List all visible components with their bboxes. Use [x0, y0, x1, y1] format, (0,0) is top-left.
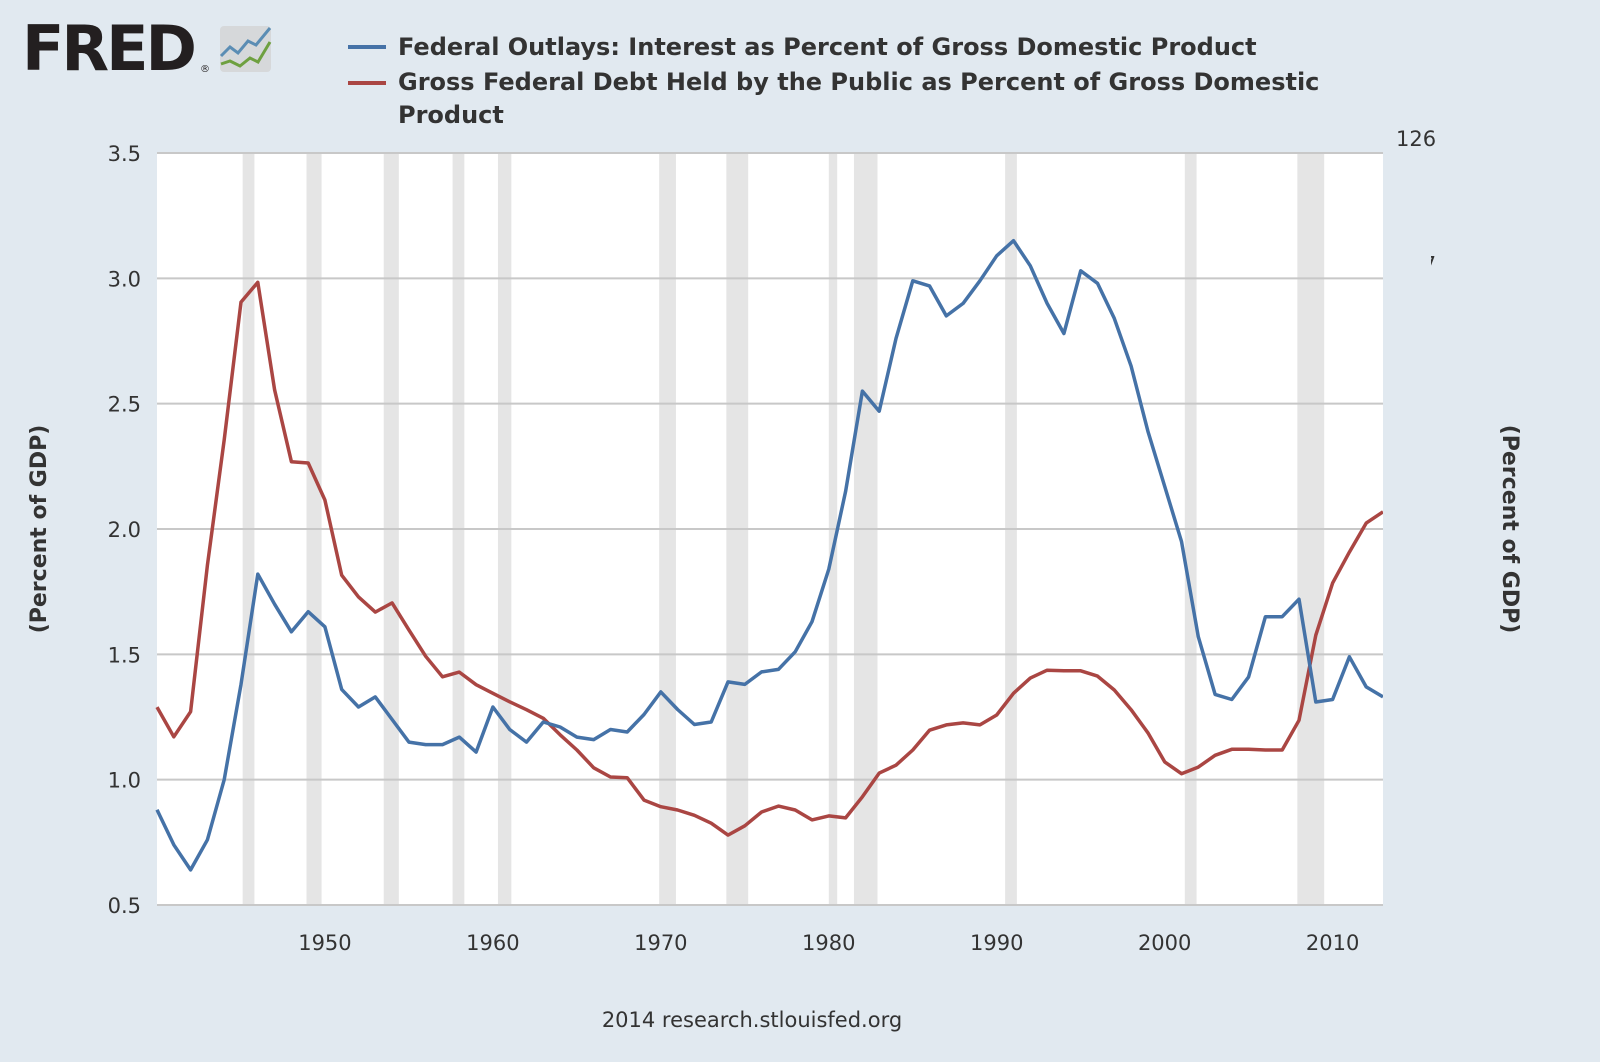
series-lines: [155, 151, 1431, 907]
x-tick-label: 2010: [1306, 931, 1359, 955]
logo-registered: ®: [200, 64, 210, 75]
y-left-tick-label: 1.0: [108, 769, 141, 793]
y-right-label: (Percent of GDP): [1497, 425, 1522, 634]
footer-credit: 2014 research.stlouisfed.org: [602, 1008, 902, 1032]
x-tick-label: 1990: [970, 931, 1023, 955]
y-right-tick-label: 126: [1396, 127, 1436, 151]
y-left-label: (Percent of GDP): [27, 425, 52, 634]
fred-logo: FRED ®: [22, 12, 272, 85]
gridlines: [157, 152, 1383, 906]
y-left-tick-label: 2.0: [108, 518, 141, 542]
legend-label-debt: Gross Federal Debt Held by the Public as…: [398, 68, 1328, 129]
legend-label-debt-line1: Gross Federal Debt Held by the Public as…: [398, 68, 1319, 96]
logo-green-line-icon: [220, 41, 272, 68]
x-tick-label: 1960: [466, 931, 519, 955]
logo-blue-line-icon: [219, 27, 272, 58]
plot-right-margin: [1383, 151, 1431, 907]
x-tick-label: 1980: [802, 931, 855, 955]
x-axis-ticks: 1950 1960 1970 1980 1990 2000 2010: [298, 931, 1359, 955]
legend-label-debt-line2: Product: [398, 101, 504, 129]
y-left-tick-label: 0.5: [108, 894, 141, 918]
legend: Federal Outlays: Interest as Percent of …: [348, 33, 1328, 129]
y-left-tick-label: 3.5: [108, 142, 141, 166]
legend-label-interest: Federal Outlays: Interest as Percent of …: [398, 33, 1257, 61]
y-left-tick-label: 1.5: [108, 643, 141, 667]
logo-text: FRED: [22, 12, 194, 85]
interest-series-line: [155, 238, 1384, 872]
debt-series-line: [155, 280, 1384, 837]
y-left-ticks: 0.5 1.0 1.5 2.0 2.5 3.0 3.5: [108, 142, 141, 918]
y-left-tick-label: 2.5: [108, 393, 141, 417]
x-tick-label: 1950: [298, 931, 351, 955]
y-left-tick-label: 3.0: [108, 267, 141, 291]
x-tick-label: 2000: [1138, 931, 1191, 955]
x-tick-label: 1970: [634, 931, 687, 955]
